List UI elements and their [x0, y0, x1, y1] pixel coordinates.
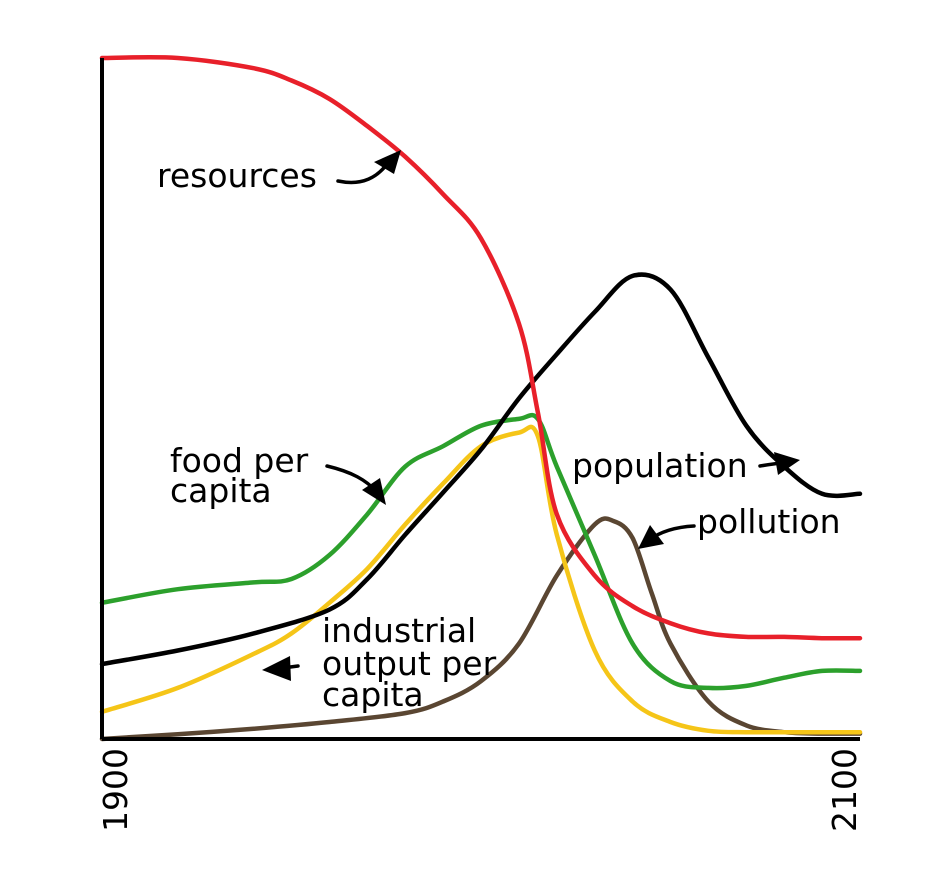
annotation-pollution: pollution	[638, 502, 841, 549]
series-line-food-per-capita	[99, 412, 863, 691]
x-tick-label-start: 1900	[96, 748, 135, 832]
label-population: population	[572, 446, 748, 485]
pointer-resources-arrowhead-icon	[374, 150, 401, 174]
annotation-population: population	[572, 446, 800, 485]
annotation-industrial-output: industrial output per capita	[262, 611, 497, 714]
series-line-resources	[99, 54, 863, 641]
label-food-per-capita-line1: food per	[170, 441, 309, 480]
pointer-food-arrowhead-icon	[362, 478, 386, 505]
series-line-population	[99, 272, 863, 667]
label-industrial-line2: output per	[322, 644, 497, 683]
annotation-food-per-capita: food per capita	[170, 441, 386, 510]
series-layer	[99, 54, 863, 742]
label-food-per-capita-line2: capita	[170, 471, 272, 510]
series-line-industrial-output-per-capita	[99, 424, 863, 735]
label-industrial-line1: industrial	[322, 611, 476, 650]
label-pollution: pollution	[697, 502, 841, 541]
x-tick-label-end: 2100	[825, 748, 864, 832]
label-resources: resources	[157, 156, 317, 195]
label-industrial-line3: capita	[322, 675, 424, 714]
series-line-pollution	[99, 516, 863, 742]
pointer-industrial-arrowhead-icon	[262, 656, 291, 681]
pointer-pollution-arrowhead-icon	[638, 525, 664, 549]
annotation-resources: resources	[157, 150, 401, 195]
pointer-population-arrowhead-icon	[774, 452, 800, 475]
